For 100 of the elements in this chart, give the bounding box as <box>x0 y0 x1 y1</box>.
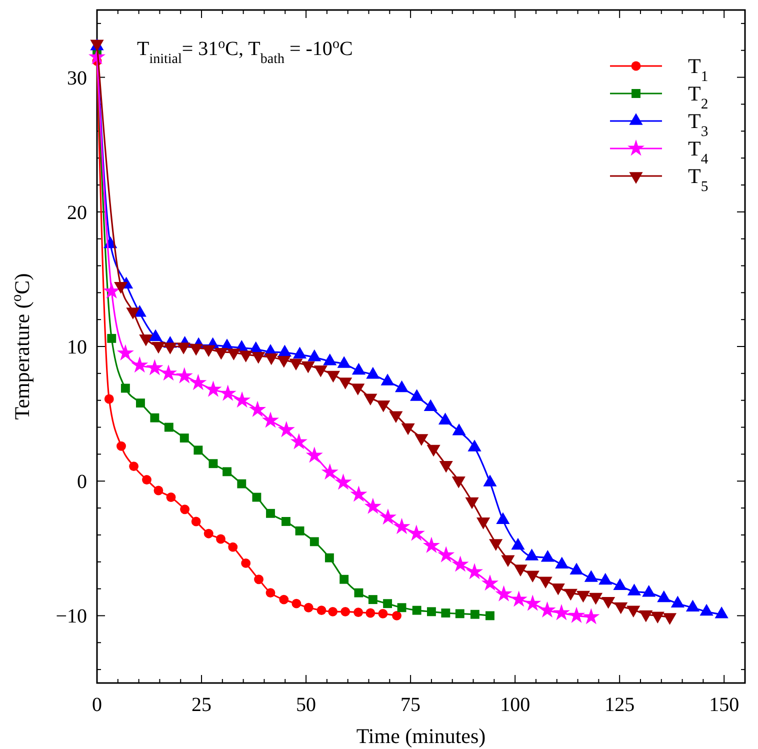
x-tick-label: 25 <box>192 694 212 716</box>
point <box>511 538 525 550</box>
point <box>354 608 364 618</box>
point <box>422 536 440 553</box>
point <box>279 594 289 604</box>
point <box>129 462 139 472</box>
y-tick-label: 10 <box>67 336 87 358</box>
point <box>292 598 302 608</box>
y-tick-label: 20 <box>67 202 87 224</box>
point <box>166 492 176 502</box>
point <box>107 334 116 343</box>
point <box>204 528 214 538</box>
point <box>148 329 162 341</box>
point <box>278 344 292 356</box>
point <box>290 433 308 450</box>
point <box>116 344 134 360</box>
point <box>392 610 402 620</box>
point <box>466 563 484 580</box>
point <box>468 440 482 452</box>
point <box>306 446 323 463</box>
point <box>131 356 148 373</box>
x-tick-label: 0 <box>92 694 102 716</box>
point <box>394 380 409 392</box>
point <box>194 446 203 455</box>
point <box>321 463 338 480</box>
point <box>393 518 410 534</box>
point <box>408 524 425 541</box>
point <box>266 588 276 598</box>
point <box>438 546 455 562</box>
point <box>222 467 232 476</box>
point <box>310 537 319 546</box>
point <box>281 517 290 526</box>
x-tick-label: 75 <box>400 694 421 716</box>
point <box>278 421 295 438</box>
point <box>146 359 164 376</box>
point <box>160 364 178 381</box>
point <box>216 534 226 544</box>
point <box>426 607 436 616</box>
point <box>208 459 218 468</box>
point <box>249 400 266 418</box>
point <box>180 504 190 514</box>
point <box>104 394 114 404</box>
point <box>366 608 376 618</box>
point <box>262 412 280 428</box>
point <box>538 601 556 618</box>
text: T$_{initial}$= 31$^{o}$C, T$_{bath}$ = -10$^{o}$C <box>137 36 353 66</box>
point <box>340 606 350 616</box>
point <box>150 413 160 422</box>
point <box>380 374 394 386</box>
point <box>481 574 498 591</box>
point <box>352 362 366 375</box>
point <box>379 508 396 525</box>
point <box>424 399 438 411</box>
point <box>304 602 314 612</box>
point <box>383 599 392 608</box>
point <box>340 574 349 584</box>
point <box>191 516 201 526</box>
point <box>103 282 120 299</box>
point <box>241 558 251 568</box>
point <box>266 508 275 518</box>
y-tick-label: 0 <box>77 471 87 494</box>
point <box>455 609 464 618</box>
point <box>164 422 174 432</box>
point <box>410 389 424 401</box>
point <box>292 346 307 358</box>
point <box>120 384 130 393</box>
point <box>364 498 382 514</box>
point <box>452 423 466 436</box>
point <box>441 608 450 618</box>
point <box>116 441 126 451</box>
point <box>486 611 494 620</box>
point <box>254 574 264 584</box>
point <box>228 542 238 552</box>
point <box>136 398 145 408</box>
point <box>412 606 422 615</box>
point <box>204 380 222 397</box>
point <box>219 384 236 401</box>
point <box>495 585 512 602</box>
point <box>324 553 334 562</box>
point <box>438 412 452 424</box>
point <box>552 604 570 620</box>
point <box>190 374 207 390</box>
point <box>366 366 380 379</box>
point <box>397 603 406 612</box>
x-axis-title: Time (minutes) <box>356 724 486 748</box>
point <box>350 486 368 502</box>
point <box>452 556 469 572</box>
point <box>328 606 338 616</box>
point <box>323 353 337 366</box>
point <box>237 479 246 488</box>
point <box>308 349 322 362</box>
point <box>180 434 189 442</box>
x-tick-label: 150 <box>709 694 740 716</box>
y-tick-label: −10 <box>56 606 87 628</box>
point <box>582 608 600 624</box>
point <box>570 562 584 575</box>
y-tick-label: 30 <box>67 67 87 90</box>
point <box>368 595 378 604</box>
point <box>470 610 480 619</box>
point <box>378 608 388 618</box>
